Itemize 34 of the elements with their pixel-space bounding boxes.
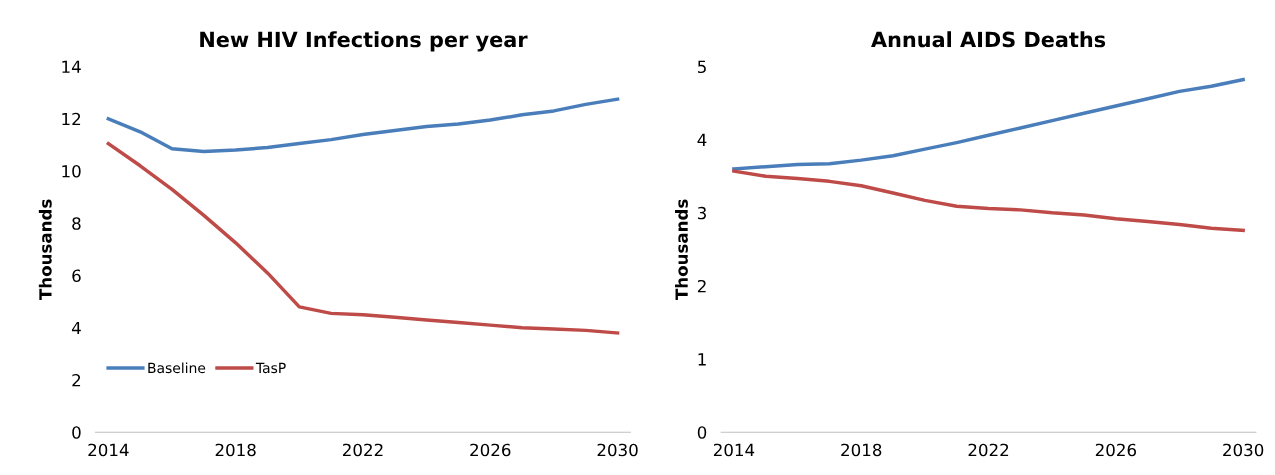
x-tick-label: 2014 xyxy=(88,443,129,457)
x-tick-label: 2022 xyxy=(968,443,1009,457)
y-tick-label: 1 xyxy=(698,353,706,366)
y-tick-label: 14 xyxy=(62,60,81,73)
y-tick-label: 10 xyxy=(62,164,81,178)
y-tick-label: 12 xyxy=(62,112,81,126)
chart-title: New HIV Infections per year xyxy=(200,31,528,52)
y-axis-title: Thousands xyxy=(675,199,688,301)
y-tick-label: 5 xyxy=(697,60,706,74)
line-series xyxy=(732,169,1245,233)
legend-label: Baseline xyxy=(148,362,206,374)
y-tick-label: 6 xyxy=(72,269,81,283)
y-tick-label: 2 xyxy=(72,373,81,387)
chart-title: Annual AIDS Deaths xyxy=(871,31,1106,48)
y-axis-title: Thousands xyxy=(38,199,52,301)
x-tick-label: 2018 xyxy=(841,443,882,457)
x-tick-label: 2030 xyxy=(597,443,638,457)
y-tick-label: 2 xyxy=(697,279,706,293)
x-tick-label: 2022 xyxy=(342,443,383,457)
x-tick-label: 2026 xyxy=(470,443,511,457)
line-series xyxy=(732,77,1245,171)
line-series xyxy=(106,97,620,154)
line-series xyxy=(106,141,620,335)
y-tick-label: 0 xyxy=(697,426,707,439)
y-tick-label: 4 xyxy=(71,321,81,335)
y-tick-label: 3 xyxy=(697,206,706,220)
y-tick-label: 4 xyxy=(697,133,707,146)
y-tick-label: 0 xyxy=(72,426,81,439)
legend-label: TasP xyxy=(255,362,286,374)
x-tick-label: 2030 xyxy=(1223,443,1264,457)
x-tick-label: 2014 xyxy=(713,443,755,457)
x-tick-label: 2026 xyxy=(1095,443,1136,457)
x-tick-label: 2018 xyxy=(215,443,256,457)
y-tick-label: 8 xyxy=(72,217,81,230)
